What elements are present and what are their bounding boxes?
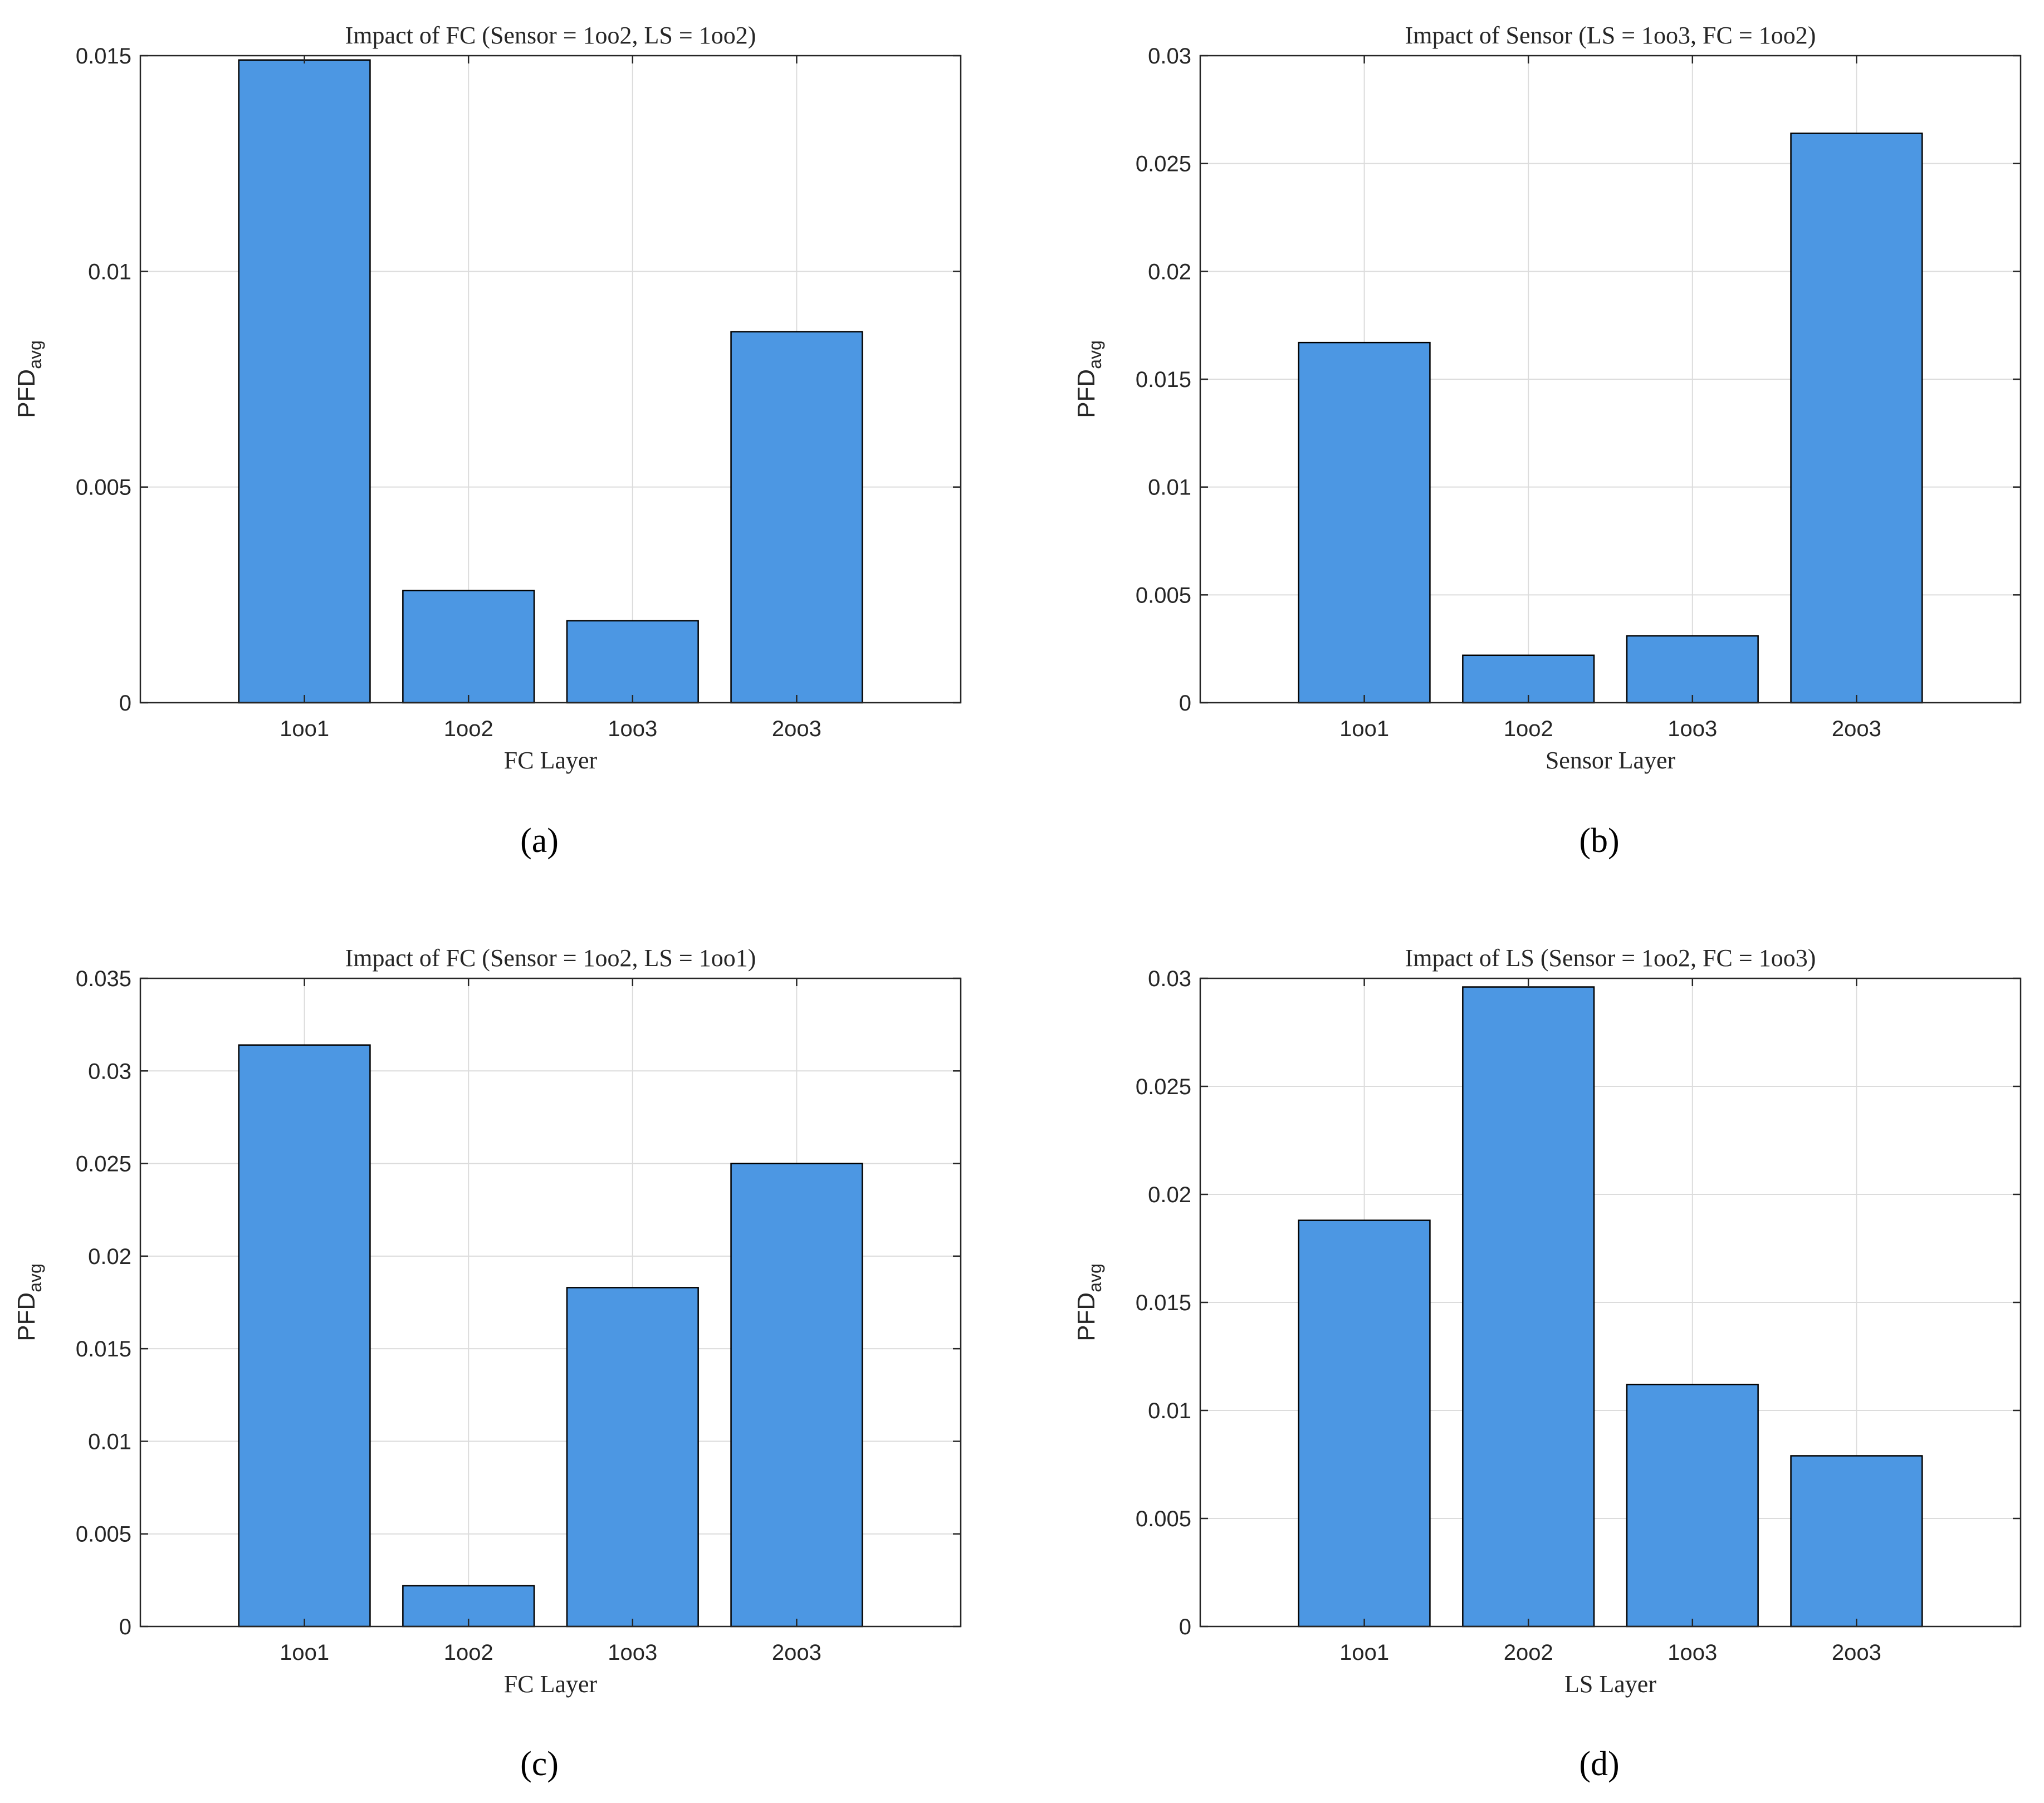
panel-a-title: Impact of FC (Sensor = 1oo2, LS = 1oo2): [345, 22, 756, 49]
panel-c-ytick-label-3: 0.015: [76, 1337, 131, 1361]
panel-a-bar-1oo3: [566, 620, 699, 704]
panel-a-xlabel: FC Layer: [504, 747, 598, 774]
panel-b-title: Impact of Sensor (LS = 1oo3, FC = 1oo2): [1405, 22, 1816, 49]
panel-c-ytick-label-2: 0.01: [88, 1429, 131, 1454]
panel-b-ylabel-main: PFD: [1073, 369, 1100, 418]
panel-c: 0 0.005 0.01 0.015 0.02 0.025 0.03 0.035 1oo1 1oo…: [13, 944, 962, 1783]
panel-d-ylabel-sub: avg: [1085, 1263, 1105, 1292]
panel-a-ylabel: PFDavg: [13, 340, 45, 418]
panel-c-xtick-label-1oo1: 1oo1: [280, 1640, 329, 1665]
panel-c-ylabel: PFDavg: [13, 1263, 45, 1341]
panel-a: 0 0.005 0.01 0.015 1oo1 1oo2 1oo3 2oo3 Impact of…: [13, 22, 962, 860]
panel-c-xtick-label-1oo2: 1oo2: [444, 1640, 493, 1665]
panel-d-ytick-label-4: 0.02: [1148, 1183, 1191, 1207]
panel-d-ytick-label-6: 0.03: [1148, 967, 1191, 991]
panel-d-ylabel-main: PFD: [1073, 1292, 1100, 1341]
panel-a-xtick-label-1oo3: 1oo3: [608, 717, 657, 741]
panel-b-xtick-label-1oo1: 1oo1: [1339, 717, 1389, 741]
panel-c-ytick-label-5: 0.025: [76, 1152, 131, 1177]
panel-d-ytick-label-5: 0.025: [1136, 1075, 1191, 1099]
panel-d-ytick-label-1: 0.005: [1136, 1507, 1191, 1531]
panel-a-ytick-label-2: 0.01: [88, 259, 131, 284]
panel-a-ytick-label-0: 0: [119, 691, 131, 716]
panel-b-ytick-label-4: 0.02: [1148, 259, 1191, 284]
panel-a-xtick-label-2oo3: 2oo3: [772, 717, 821, 741]
panel-b-xtick-label-1oo2: 1oo2: [1504, 717, 1553, 741]
panel-b-ytick-label-1: 0.005: [1136, 583, 1191, 607]
panel-d-xtick-label-2oo2: 2oo2: [1504, 1640, 1553, 1665]
panel-c-ytick-label-6: 0.03: [88, 1059, 131, 1084]
panel-d: 0 0.005 0.01 0.015 0.02 0.025 0.03 1oo1 2oo2 1oo3…: [1073, 944, 2022, 1783]
panel-d-ytick-label-2: 0.01: [1148, 1399, 1191, 1423]
panel-b-ytick-label-2: 0.01: [1148, 476, 1191, 500]
panel-b-xlabel: Sensor Layer: [1546, 747, 1676, 774]
panel-b-ylabel-sub: avg: [1085, 340, 1105, 369]
panel-a-bar-1oo2: [402, 590, 535, 704]
panel-a-ytick-label-1: 0.005: [76, 476, 131, 500]
panel-d-bar-1oo1: [1298, 1219, 1431, 1628]
panel-d-bar-2oo3: [1790, 1455, 1923, 1628]
panel-d-ytick-label-0: 0: [1179, 1615, 1191, 1639]
panel-b-caption: (b): [1579, 822, 1619, 860]
panel-b-xtick-label-1oo3: 1oo3: [1668, 717, 1717, 741]
panel-a-bar-2oo3: [730, 331, 863, 704]
panel-c-xtick-label-2oo3: 2oo3: [772, 1640, 821, 1665]
panel-a-xtick-label-1oo2: 1oo2: [444, 717, 493, 741]
panel-a-ylabel-sub: avg: [25, 340, 45, 369]
panel-b: 0 0.005 0.01 0.015 0.02 0.025 0.03 1oo1 1oo2 1oo3…: [1073, 22, 2022, 860]
panel-c-caption: (c): [520, 1745, 559, 1783]
panel-b-ytick-label-5: 0.025: [1136, 152, 1191, 177]
panel-b-ytick-label-3: 0.015: [1136, 368, 1191, 392]
panel-b-bar-2oo3: [1790, 133, 1923, 704]
panel-a-ytick-label-3: 0.015: [76, 44, 131, 68]
panel-c-bar-2oo3: [730, 1163, 863, 1628]
panel-a-bar-1oo1: [238, 59, 371, 704]
panel-d-bar-2oo2: [1462, 986, 1595, 1628]
panel-a-ylabel-main: PFD: [13, 369, 40, 418]
panel-d-xlabel: LS Layer: [1564, 1670, 1656, 1698]
panel-d-caption: (d): [1579, 1745, 1619, 1783]
panel-c-ylabel-sub: avg: [25, 1263, 45, 1292]
panel-c-ytick-label-4: 0.02: [88, 1245, 131, 1269]
panel-b-ytick-label-6: 0.03: [1148, 44, 1191, 68]
panel-d-bar-1oo3: [1626, 1384, 1759, 1628]
panel-c-bar-1oo3: [566, 1287, 699, 1628]
panel-d-xtick-label-1oo3: 1oo3: [1668, 1640, 1717, 1665]
panel-d-xtick-label-2oo3: 2oo3: [1832, 1640, 1881, 1665]
panel-b-ylabel: PFDavg: [1073, 340, 1105, 418]
panel-c-xtick-label-1oo3: 1oo3: [608, 1640, 657, 1665]
panel-c-xlabel: FC Layer: [504, 1670, 598, 1698]
panel-b-xtick-label-2oo3: 2oo3: [1832, 717, 1881, 741]
panel-c-ytick-label-7: 0.035: [76, 967, 131, 991]
panel-c-title: Impact of FC (Sensor = 1oo2, LS = 1oo1): [345, 944, 756, 972]
panel-a-caption: (a): [520, 822, 559, 860]
panel-a-axes: [139, 55, 962, 704]
panel-a-xtick-label-1oo1: 1oo1: [280, 717, 329, 741]
panel-c-bar-1oo1: [238, 1044, 371, 1628]
panel-d-ylabel: PFDavg: [1073, 1263, 1105, 1341]
panel-c-ylabel-main: PFD: [13, 1292, 40, 1341]
panel-d-title: Impact of LS (Sensor = 1oo2, FC = 1oo3): [1405, 944, 1816, 972]
panel-c-ytick-label-1: 0.005: [76, 1522, 131, 1547]
panel-b-bar-1oo1: [1298, 341, 1431, 704]
panel-c-ytick-label-0: 0: [119, 1615, 131, 1639]
panel-c-axes: [139, 977, 962, 1628]
panel-b-bar-1oo3: [1626, 635, 1759, 704]
panel-b-ytick-label-0: 0: [1179, 691, 1191, 716]
panel-d-xtick-label-1oo1: 1oo1: [1339, 1640, 1389, 1665]
panel-d-ytick-label-3: 0.015: [1136, 1291, 1191, 1315]
